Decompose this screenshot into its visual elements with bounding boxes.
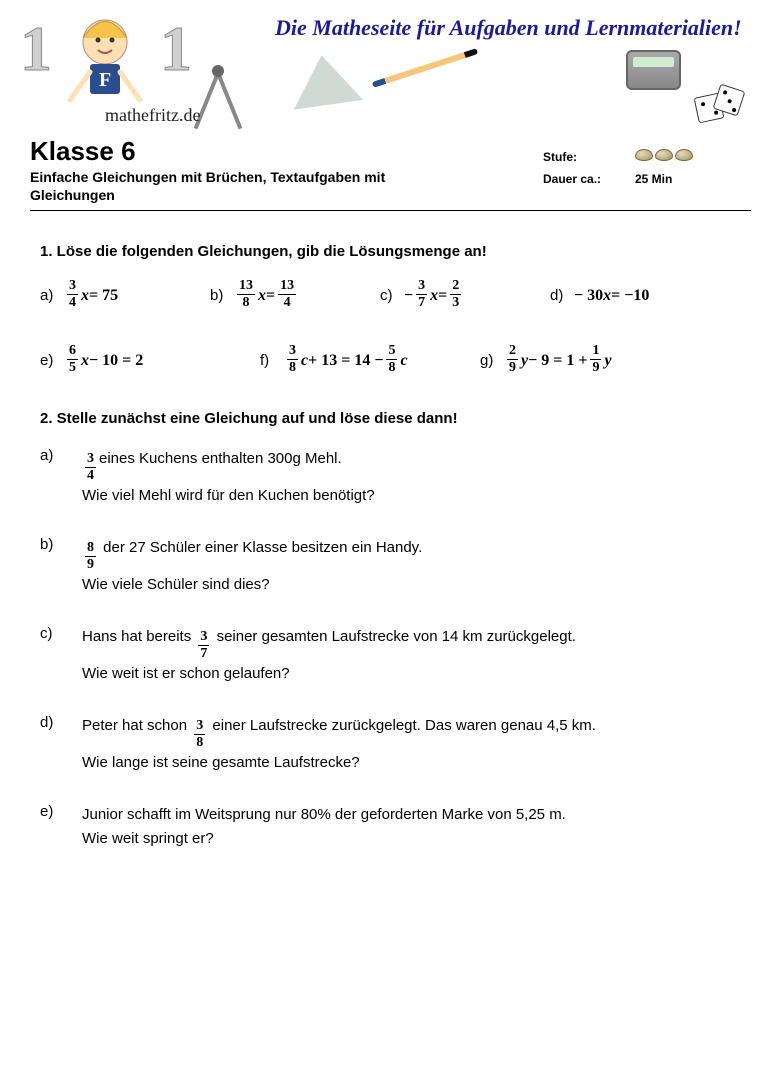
equation-item: e)65x − 10 = 2 — [40, 345, 260, 376]
equation-math: 38c + 13 = 14 − 58c — [284, 345, 408, 376]
equation-label: a) — [40, 287, 64, 304]
word-problem-item: c)Hans hat bereits 37 seiner gesamten La… — [40, 625, 741, 686]
word-problem-item: d)Peter hat schon 38 einer Laufstrecke z… — [40, 714, 741, 775]
dice-icon — [696, 85, 751, 125]
duration-value: 25 Min — [635, 169, 749, 189]
equation-item: d)− 30x = −10 — [550, 287, 720, 305]
equation-item: b)138x = 134 — [210, 280, 380, 311]
word-problem-item: e)Junior schafft im Weitsprung nur 80% d… — [40, 803, 741, 851]
equation-math: 65x − 10 = 2 — [64, 345, 143, 376]
word-problem-label: c) — [40, 625, 82, 686]
logo-101-icon: 1 1 F — [20, 10, 210, 120]
word-problem-label: e) — [40, 803, 82, 851]
duration-label: Dauer ca.: — [543, 169, 633, 189]
word-problem-text: Peter hat schon 38 einer Laufstrecke zur… — [82, 714, 741, 775]
equation-item: c)− 37x = 23 — [380, 280, 550, 311]
equation-item: g)29y − 9 = 1 + 19y — [480, 345, 700, 376]
equation-item: a)34x = 75 — [40, 280, 210, 311]
task-2-heading: 2. Stelle zunächst eine Gleichung auf un… — [40, 410, 741, 427]
pencil-icon — [372, 48, 478, 88]
worksheet-subtitle: Einfache Gleichungen mit Brüchen, Textau… — [30, 169, 460, 204]
equation-label: b) — [210, 287, 234, 304]
equation-math: 29y − 9 = 1 + 19y — [504, 345, 612, 376]
level-nuts — [635, 146, 749, 167]
svg-text:1: 1 — [160, 13, 192, 84]
equation-math: 34x = 75 — [64, 280, 118, 311]
equation-math: 138x = 134 — [234, 280, 299, 311]
level-label: Stufe: — [543, 146, 633, 167]
grade-title: Klasse 6 — [30, 136, 541, 167]
equation-label: d) — [550, 287, 574, 304]
worksheet-meta: Stufe: Dauer ca.: 25 Min — [541, 136, 751, 191]
task-2-items: a)34eines Kuchens enthalten 300g Mehl.Wi… — [40, 447, 741, 851]
word-problem-label: d) — [40, 714, 82, 775]
equation-label: f) — [260, 352, 284, 369]
svg-text:F: F — [99, 69, 111, 91]
word-problem-text: Junior schafft im Weitsprung nur 80% der… — [82, 803, 741, 851]
word-problem-item: b)89 der 27 Schüler einer Klasse besitze… — [40, 536, 741, 597]
word-problem-label: b) — [40, 536, 82, 597]
equation-math: − 30x = −10 — [574, 287, 649, 305]
word-problem-text: 89 der 27 Schüler einer Klasse besitzen … — [82, 536, 741, 597]
task-1-heading: 1. Löse die folgenden Gleichungen, gib d… — [40, 243, 741, 260]
equation-math: − 37x = 23 — [404, 280, 464, 311]
banner-tagline: Die Matheseite für Aufgaben und Lernmate… — [275, 15, 742, 41]
svg-text:1: 1 — [20, 13, 52, 84]
worksheet-page: 1 1 F Die Matheseite für Aufgaben und Le… — [0, 0, 781, 909]
word-problem-text: 34eines Kuchens enthalten 300g Mehl.Wie … — [82, 447, 741, 508]
compass-icon — [190, 65, 260, 135]
task-1-row-1: a)34x = 75b)138x = 134c)− 37x = 23d)− 30… — [40, 280, 741, 311]
word-problem-text: Hans hat bereits 37 seiner gesamten Lauf… — [82, 625, 741, 686]
equation-label: c) — [380, 287, 404, 304]
calculator-icon — [626, 50, 681, 90]
equation-item: f)38c + 13 = 14 − 58c — [260, 345, 480, 376]
worksheet-content: 1. Löse die folgenden Gleichungen, gib d… — [30, 211, 751, 851]
task-1-row-2: e)65x − 10 = 2f)38c + 13 = 14 − 58cg)29y… — [40, 345, 741, 376]
equation-label: g) — [480, 352, 504, 369]
equation-label: e) — [40, 352, 64, 369]
worksheet-header: Klasse 6 Einfache Gleichungen mit Brüche… — [30, 136, 751, 211]
word-problem-label: a) — [40, 447, 82, 508]
site-banner: 1 1 F Die Matheseite für Aufgaben und Le… — [30, 10, 751, 140]
site-name: mathefritz.de — [105, 105, 200, 126]
word-problem-item: a)34eines Kuchens enthalten 300g Mehl.Wi… — [40, 447, 741, 508]
set-square-icon — [287, 50, 363, 109]
